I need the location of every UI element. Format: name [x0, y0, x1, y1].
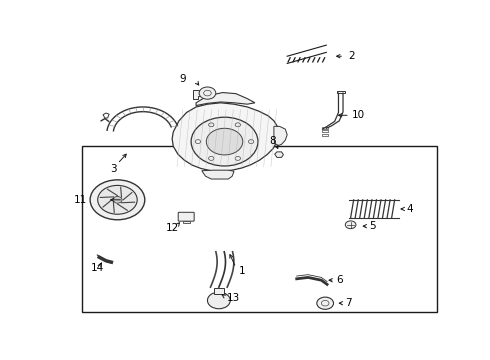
Polygon shape: [274, 126, 287, 146]
Circle shape: [207, 292, 230, 309]
Bar: [322, 127, 328, 129]
Circle shape: [199, 87, 216, 99]
Circle shape: [90, 180, 145, 220]
Text: 9: 9: [179, 74, 186, 84]
Bar: [322, 134, 328, 136]
Text: 11: 11: [74, 195, 87, 205]
Text: 8: 8: [270, 136, 276, 146]
Polygon shape: [172, 103, 278, 171]
Bar: [214, 288, 224, 294]
Polygon shape: [196, 93, 255, 105]
Text: 3: 3: [110, 164, 117, 174]
Text: 2: 2: [348, 51, 355, 61]
Circle shape: [345, 221, 356, 229]
Circle shape: [317, 297, 334, 309]
Text: 6: 6: [337, 275, 343, 285]
FancyBboxPatch shape: [178, 212, 194, 221]
Circle shape: [98, 185, 137, 214]
Text: 7: 7: [345, 298, 352, 308]
Text: 5: 5: [369, 221, 376, 231]
Text: 13: 13: [227, 293, 240, 303]
Text: 12: 12: [166, 223, 179, 233]
Polygon shape: [202, 170, 234, 179]
Polygon shape: [275, 152, 283, 157]
Bar: [82, 146, 437, 312]
Bar: [322, 130, 328, 132]
Circle shape: [206, 128, 243, 155]
Text: 14: 14: [91, 263, 104, 273]
Text: 10: 10: [351, 110, 365, 120]
Text: 4: 4: [407, 204, 414, 214]
Circle shape: [191, 117, 258, 166]
Polygon shape: [194, 90, 202, 99]
Text: 1: 1: [239, 266, 245, 275]
Bar: [183, 221, 190, 223]
Circle shape: [113, 197, 122, 203]
